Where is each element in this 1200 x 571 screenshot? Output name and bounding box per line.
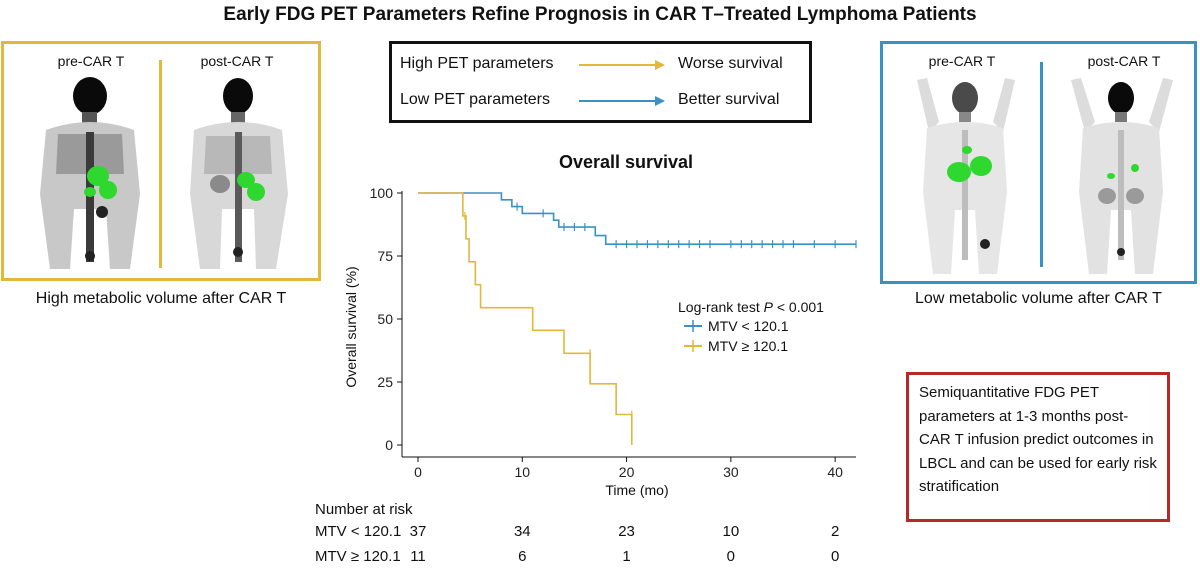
arrow-right-icon (579, 60, 665, 70)
low-pet-label: Low PET parameters (400, 91, 550, 108)
km-survival-chart: 0 10 20 30 40 0 25 50 75 100 Time (mo) Overall surv… (343, 185, 857, 498)
x-tick-label: 10 (514, 464, 530, 480)
x-tick-label: 30 (723, 464, 739, 480)
survival-curve-0 (418, 192, 856, 245)
panel-divider-left (159, 60, 162, 268)
high-pet-label: High PET parameters (400, 55, 554, 72)
pet-scan-pre-right (917, 78, 1015, 274)
y-tick-label: 100 (370, 185, 394, 201)
legend-title: Log-rank test P < 0.001 (678, 299, 824, 315)
pet-scan-pre-left (40, 77, 140, 269)
survival-curve-1 (418, 192, 633, 445)
lesion-pre-right-3 (970, 156, 992, 176)
risk-row-label: MTV < 120.1 (315, 523, 402, 540)
x-tick-label: 40 (827, 464, 843, 480)
risk-count: 37 (409, 523, 427, 540)
risk-count: 2 (830, 523, 840, 540)
legend-label-1: MTV ≥ 120.1 (708, 338, 788, 354)
low-mtv-scan-panel: pre-CAR T post-CAR T (880, 41, 1197, 284)
lesion-pre-left-3 (84, 187, 96, 197)
worse-survival-label: Worse survival (678, 55, 783, 72)
post-cart-label-left: post-CAR T (200, 53, 274, 69)
y-tick-label: 0 (385, 437, 393, 453)
lesion-post-right-2 (1131, 164, 1139, 172)
low-mtv-caption: Low metabolic volume after CAR T (915, 290, 1162, 307)
lesion-pre-right-1 (962, 146, 972, 154)
risk-count: 1 (622, 548, 631, 565)
better-survival-label: Better survival (678, 91, 780, 108)
risk-count: 6 (518, 548, 527, 565)
lesion-post-left-1 (237, 172, 255, 188)
risk-count: 34 (513, 523, 531, 540)
risk-count: 0 (726, 548, 736, 565)
x-axis-label: Time (mo) (605, 482, 668, 498)
risk-count: 0 (830, 548, 840, 565)
arrow-right-icon (579, 96, 665, 106)
legend-row-low: Low PET parameters Better survival (392, 87, 809, 117)
pre-cart-label-left: pre-CAR T (57, 53, 125, 69)
risk-count: 10 (722, 523, 740, 540)
pre-cart-label-right: pre-CAR T (928, 53, 996, 69)
conclusion-note-box: Semiquantitative FDG PET parameters at 1… (906, 372, 1170, 522)
pet-legend-box: High PET parameters Worse survival Low P… (389, 41, 812, 123)
x-tick-label: 0 (414, 464, 422, 480)
risk-table-header: Number at risk (315, 501, 413, 518)
lesion-pre-left-1 (87, 166, 109, 186)
y-tick-label: 50 (377, 311, 393, 327)
y-tick-label: 25 (377, 374, 393, 390)
legend-label-0: MTV < 120.1 (708, 318, 789, 334)
post-cart-label-right: post-CAR T (1087, 53, 1161, 69)
chart-title: Overall survival (558, 152, 694, 172)
pet-scan-post-right (1071, 78, 1173, 274)
conclusion-note-text: Semiquantitative FDG PET parameters at 1… (919, 384, 1157, 495)
risk-count: 23 (618, 523, 635, 540)
pet-scan-post-left (190, 78, 288, 269)
y-axis-label: Overall survival (%) (343, 266, 359, 387)
lesion-post-right-1 (1107, 173, 1115, 179)
lesion-pre-right-2 (947, 162, 971, 182)
risk-count: 11 (410, 548, 426, 565)
high-mtv-caption: High metabolic volume after CAR T (35, 290, 287, 307)
lesion-post-left-2 (247, 183, 265, 201)
y-tick-label: 75 (377, 248, 393, 264)
risk-row-label: MTV ≥ 120.1 (315, 548, 401, 565)
x-tick-label: 20 (619, 464, 635, 480)
figure-title: Early FDG PET Parameters Refine Prognosi… (223, 4, 977, 25)
panel-divider-right (1040, 62, 1043, 267)
lesion-pre-left-2 (99, 181, 117, 199)
high-mtv-scan-panel: pre-CAR T post-CAR T (1, 41, 321, 281)
legend-row-high: High PET parameters Worse survival (392, 51, 809, 81)
